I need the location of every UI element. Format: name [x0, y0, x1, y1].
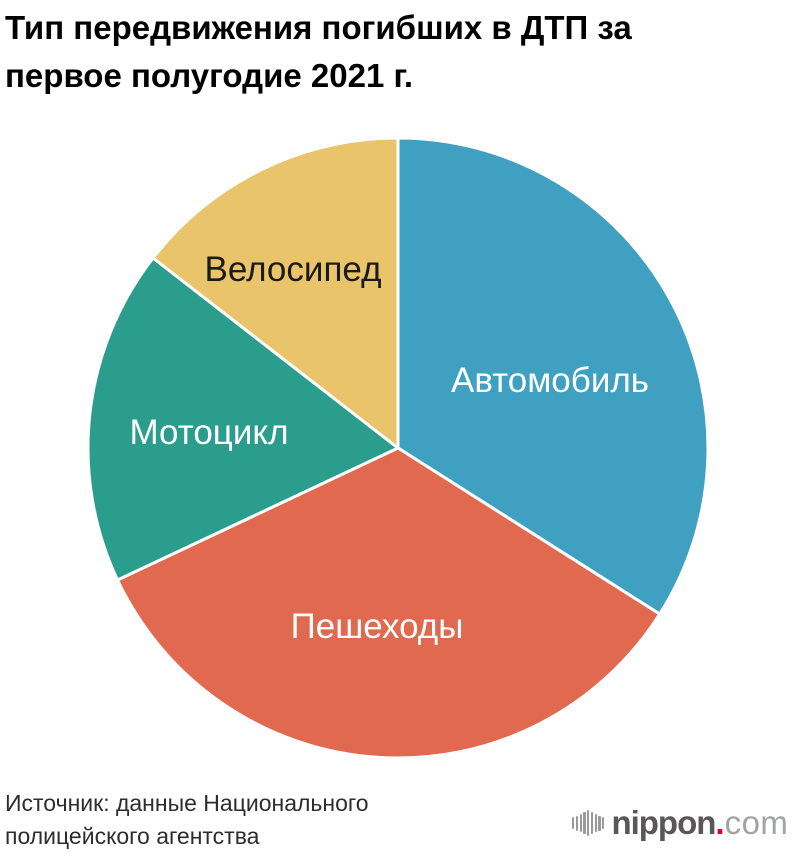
logo-dot: . [715, 804, 725, 841]
pie-slice-motorcycle [86, 256, 400, 582]
pie-slice-pedestrians [116, 446, 662, 760]
chart-title-line2: первое полугодие 2021 г. [5, 57, 414, 94]
source-note: Источник: данные Национального полицейск… [5, 787, 445, 853]
chart-title-line1: Тип передвижения погибших в ДТП за [5, 9, 632, 46]
soundwave-icon [572, 805, 605, 841]
pie-label-bicycle: Велосипед [204, 250, 382, 289]
logo-tld: com [724, 804, 789, 841]
logo-name: nippon [611, 804, 716, 841]
source-note-line2: полицейского агентства [5, 823, 260, 849]
pie-label-automobile: Автомобиль [450, 361, 650, 400]
pie-slice-automobile [396, 136, 710, 616]
pie-slice-bicycle [151, 136, 400, 450]
pie-chart [86, 136, 710, 760]
logo-text: nippon.com [611, 805, 788, 841]
pie-chart-svg [86, 136, 710, 760]
source-note-line1: Источник: данные Национального [5, 790, 369, 816]
chart-title: Тип передвижения погибших в ДТП за перво… [5, 4, 797, 100]
pie-label-pedestrians: Пешеходы [290, 607, 464, 646]
pie-label-motorcycle: Мотоцикл [129, 413, 289, 452]
nippon-com-logo: nippon.com [572, 801, 788, 845]
